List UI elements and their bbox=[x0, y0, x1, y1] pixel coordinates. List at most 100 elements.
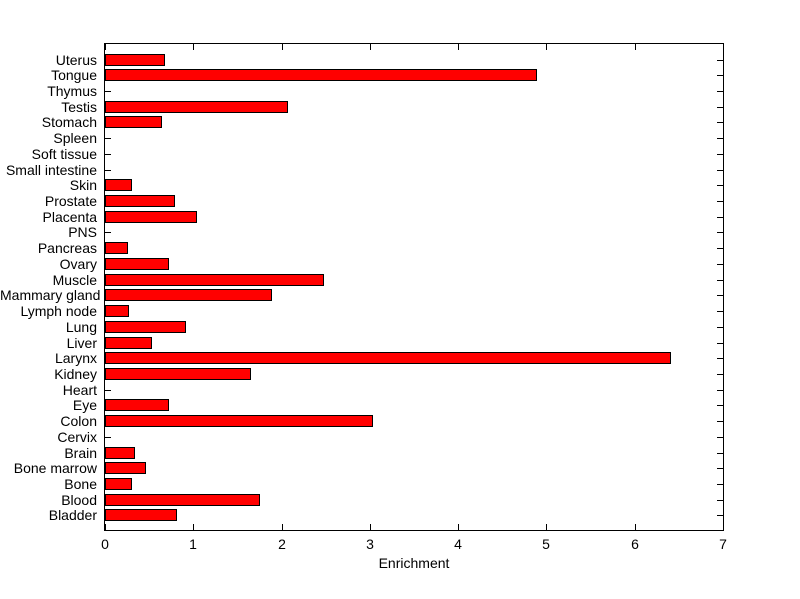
x-tick-7 bbox=[723, 44, 724, 50]
y-tick-thymus bbox=[717, 91, 723, 92]
bar-prostate bbox=[105, 195, 175, 207]
y-tick-label-brain: Brain bbox=[64, 445, 97, 461]
y-tick-pns bbox=[105, 232, 111, 233]
bar-eye bbox=[105, 399, 169, 411]
bar-lymph-node bbox=[105, 305, 129, 317]
x-tick-5 bbox=[546, 524, 547, 530]
bar-blood bbox=[105, 494, 260, 506]
bar-muscle bbox=[105, 274, 324, 286]
y-tick-cervix bbox=[717, 437, 723, 438]
y-tick-spleen bbox=[105, 138, 111, 139]
plot-area bbox=[104, 43, 724, 531]
y-tick-label-kidney: Kidney bbox=[54, 366, 97, 382]
y-tick-prostate bbox=[717, 201, 723, 202]
y-tick-cervix bbox=[105, 437, 111, 438]
y-tick-label-uterus: Uterus bbox=[55, 52, 97, 68]
y-tick-bone-marrow bbox=[717, 468, 723, 469]
y-tick-label-cervix: Cervix bbox=[57, 429, 97, 445]
bar-pancreas bbox=[105, 242, 128, 254]
bar-mammary-gland bbox=[105, 289, 272, 301]
x-tick-7 bbox=[723, 524, 724, 530]
x-tick-0 bbox=[105, 44, 106, 50]
y-tick-soft-tissue bbox=[717, 154, 723, 155]
y-tick-colon bbox=[717, 421, 723, 422]
bar-skin bbox=[105, 179, 132, 191]
y-tick-testis bbox=[717, 107, 723, 108]
bar-tongue bbox=[105, 69, 537, 81]
y-tick-label-lymph-node: Lymph node bbox=[20, 303, 97, 319]
y-tick-spleen bbox=[717, 138, 723, 139]
bar-larynx bbox=[105, 352, 671, 364]
x-tick-3 bbox=[370, 524, 371, 530]
y-tick-lung bbox=[717, 327, 723, 328]
y-tick-label-bladder: Bladder bbox=[48, 507, 97, 523]
x-tick-2 bbox=[282, 44, 283, 50]
bar-colon bbox=[105, 415, 373, 427]
x-tick-label-1: 1 bbox=[189, 536, 197, 552]
bar-ovary bbox=[105, 258, 169, 270]
y-tick-label-tongue: Tongue bbox=[51, 67, 97, 83]
x-tick-1 bbox=[193, 524, 194, 530]
x-tick-2 bbox=[282, 524, 283, 530]
y-tick-label-colon: Colon bbox=[60, 413, 97, 429]
y-tick-label-small-intestine: Small intestine bbox=[5, 162, 97, 178]
x-tick-3 bbox=[370, 44, 371, 50]
x-tick-4 bbox=[458, 524, 459, 530]
y-tick-label-blood: Blood bbox=[61, 492, 97, 508]
x-tick-6 bbox=[635, 44, 636, 50]
y-tick-uterus bbox=[717, 60, 723, 61]
bar-bladder bbox=[105, 509, 177, 521]
y-tick-label-thymus: Thymus bbox=[47, 83, 97, 99]
y-tick-label-pns: PNS bbox=[68, 224, 97, 240]
y-tick-label-mammary-gland: Mammary gland bbox=[0, 287, 101, 303]
x-tick-label-5: 5 bbox=[542, 536, 550, 552]
y-tick-label-larynx: Larynx bbox=[54, 350, 97, 366]
y-tick-heart bbox=[105, 390, 111, 391]
bar-kidney bbox=[105, 368, 251, 380]
y-tick-skin bbox=[717, 185, 723, 186]
y-tick-label-spleen: Spleen bbox=[53, 130, 97, 146]
x-axis-title: Enrichment bbox=[378, 555, 450, 571]
y-tick-bladder bbox=[717, 515, 723, 516]
y-tick-label-heart: Heart bbox=[62, 382, 97, 398]
x-tick-label-2: 2 bbox=[278, 536, 286, 552]
y-tick-pancreas bbox=[717, 248, 723, 249]
y-tick-larynx bbox=[717, 358, 723, 359]
y-tick-lymph-node bbox=[717, 311, 723, 312]
y-tick-ovary bbox=[717, 264, 723, 265]
y-tick-mammary-gland bbox=[717, 295, 723, 296]
y-tick-stomach bbox=[717, 122, 723, 123]
y-tick-label-eye: Eye bbox=[72, 397, 97, 413]
y-tick-pns bbox=[717, 232, 723, 233]
bar-testis bbox=[105, 101, 288, 113]
y-tick-label-testis: Testis bbox=[61, 99, 97, 115]
x-tick-5 bbox=[546, 44, 547, 50]
y-tick-brain bbox=[717, 453, 723, 454]
y-tick-soft-tissue bbox=[105, 154, 111, 155]
bar-bone-marrow bbox=[105, 462, 146, 474]
y-tick-label-prostate: Prostate bbox=[44, 193, 97, 209]
y-tick-thymus bbox=[105, 91, 111, 92]
x-tick-4 bbox=[458, 44, 459, 50]
x-tick-label-4: 4 bbox=[454, 536, 462, 552]
bar-liver bbox=[105, 337, 152, 349]
y-tick-label-ovary: Ovary bbox=[59, 256, 97, 272]
bar-brain bbox=[105, 447, 135, 459]
y-tick-small-intestine bbox=[105, 170, 111, 171]
y-tick-small-intestine bbox=[717, 170, 723, 171]
bar-lung bbox=[105, 321, 186, 333]
y-tick-blood bbox=[717, 500, 723, 501]
y-tick-eye bbox=[717, 405, 723, 406]
x-tick-1 bbox=[193, 44, 194, 50]
x-tick-label-0: 0 bbox=[101, 536, 109, 552]
y-tick-kidney bbox=[717, 374, 723, 375]
x-tick-label-7: 7 bbox=[719, 536, 727, 552]
y-tick-label-bone: Bone bbox=[64, 476, 97, 492]
y-tick-label-liver: Liver bbox=[66, 335, 97, 351]
y-tick-label-muscle: Muscle bbox=[52, 272, 97, 288]
y-tick-label-lung: Lung bbox=[65, 319, 97, 335]
x-tick-label-6: 6 bbox=[631, 536, 639, 552]
bar-placenta bbox=[105, 211, 197, 223]
y-tick-label-skin: Skin bbox=[69, 177, 97, 193]
